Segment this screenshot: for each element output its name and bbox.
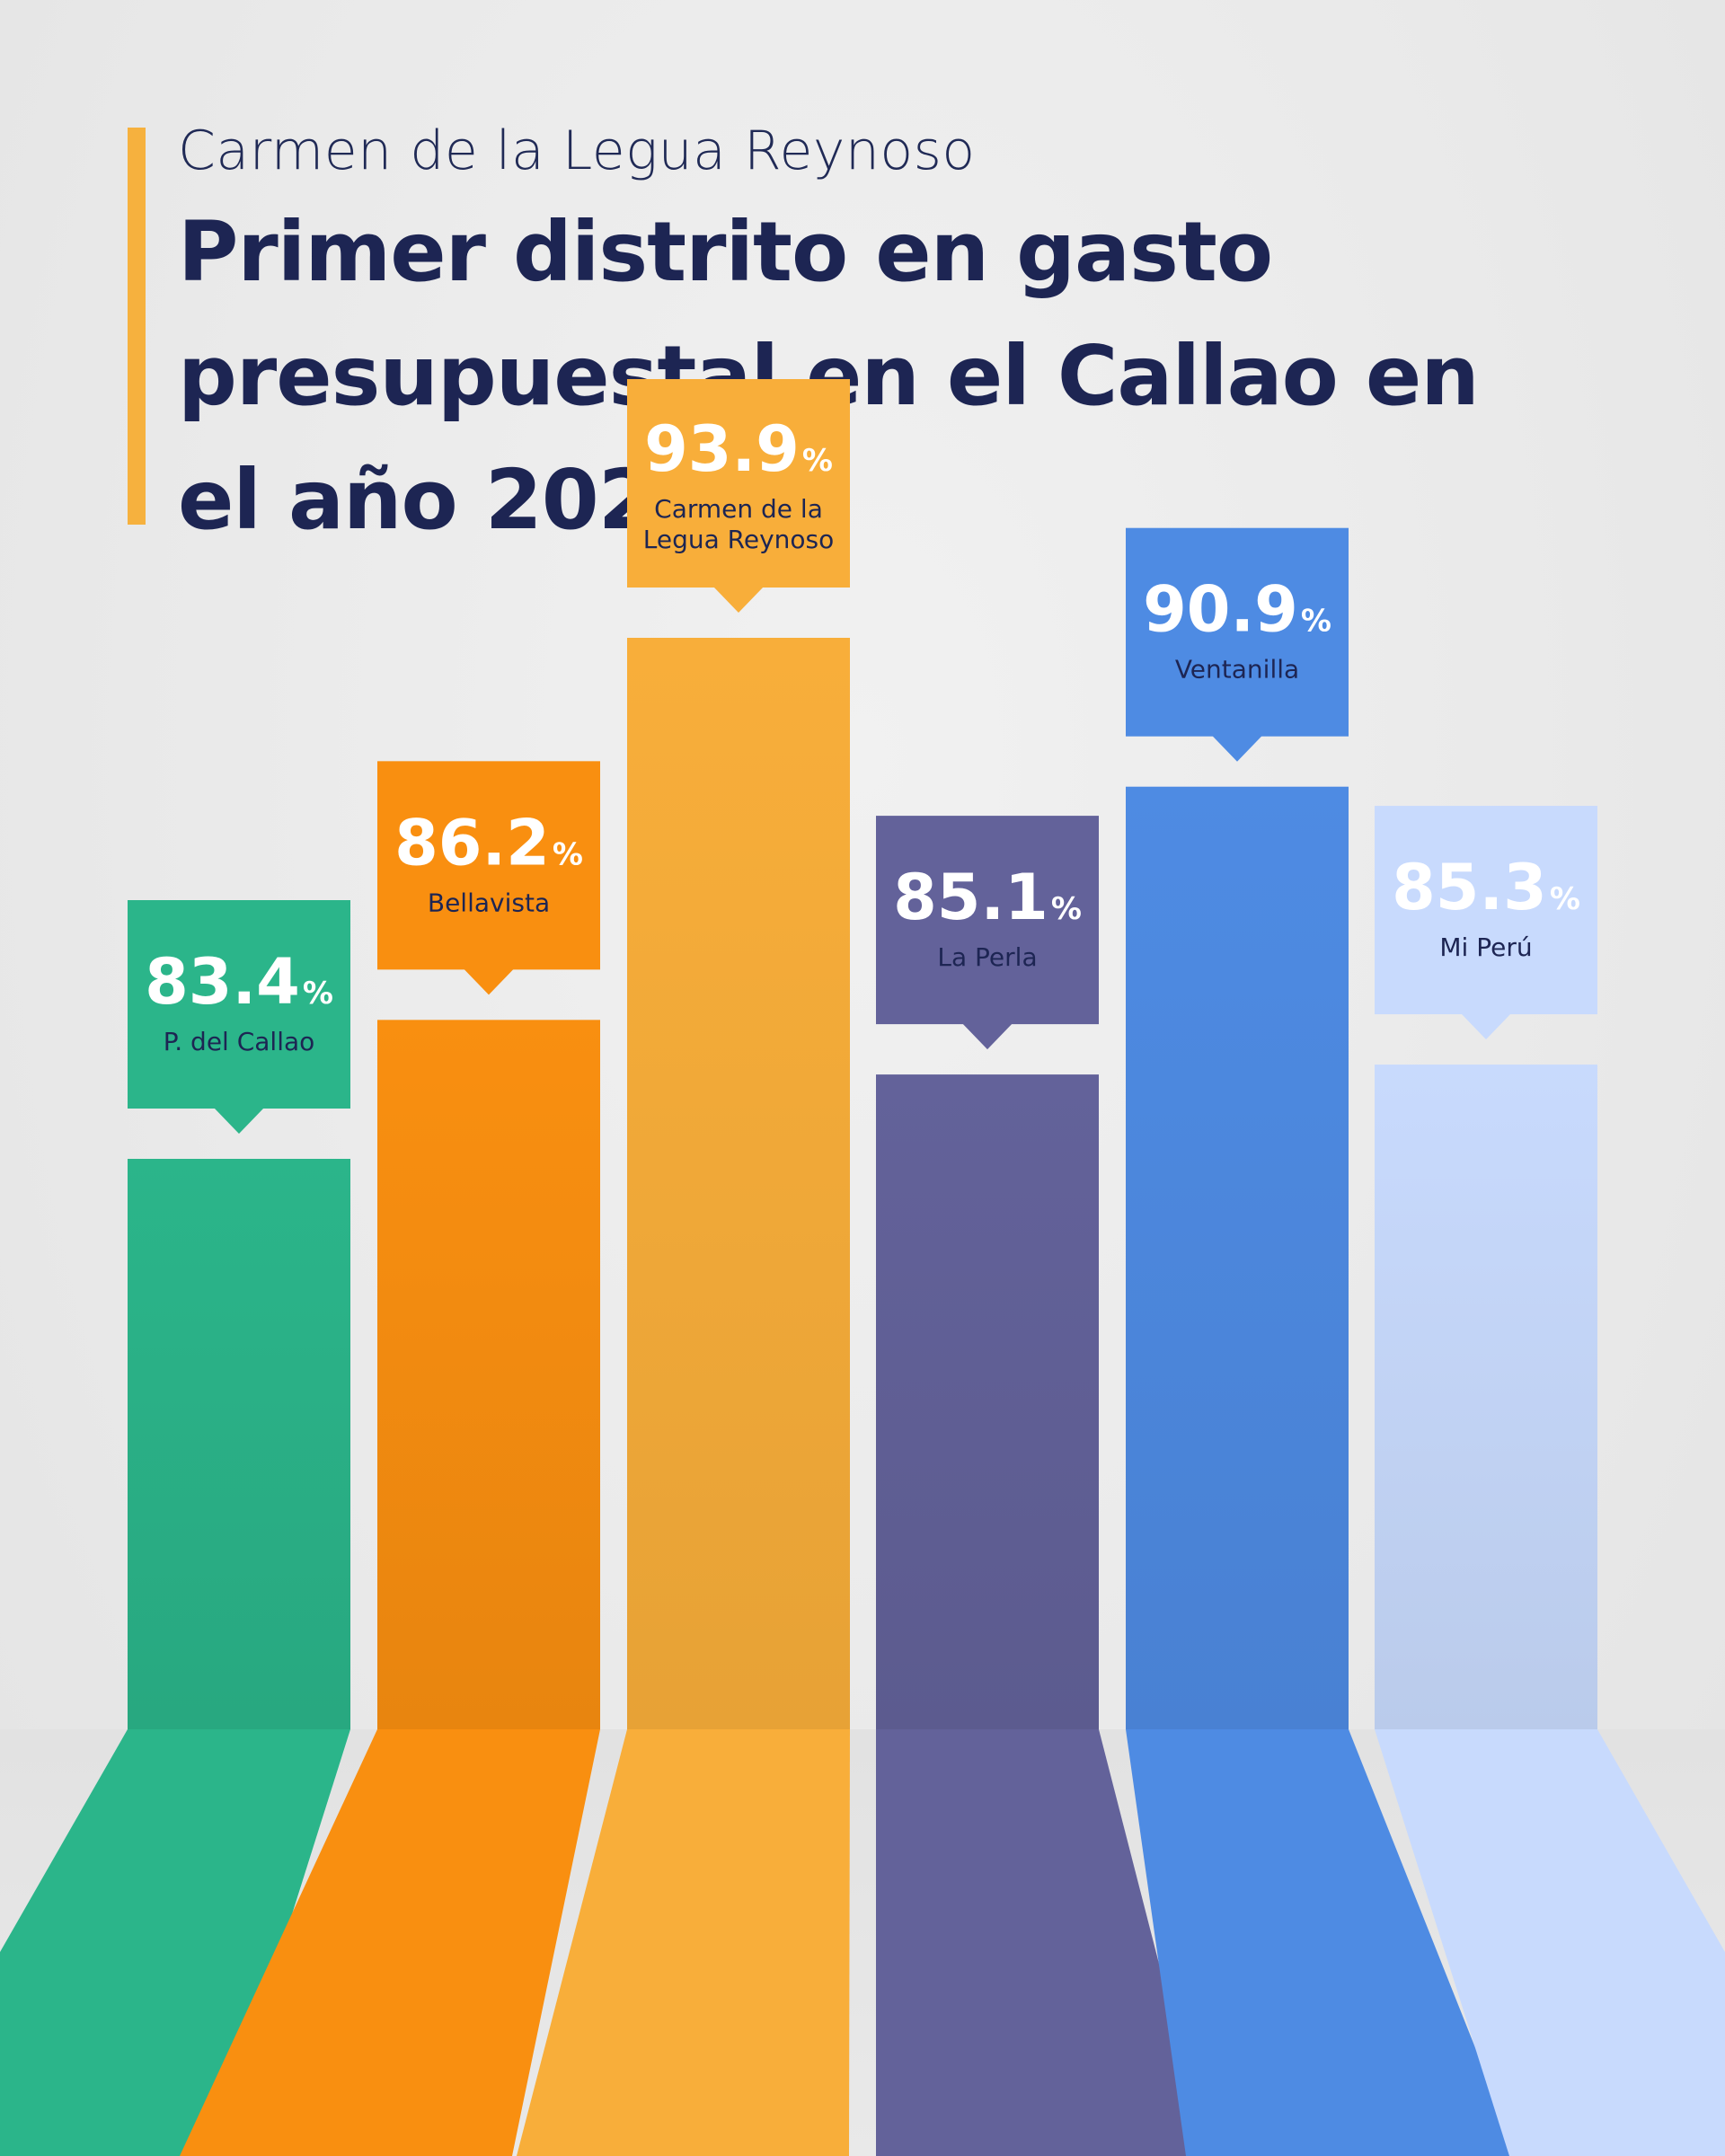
callout-la-perla [876, 816, 1099, 1025]
bar-mi-per- [1375, 1065, 1597, 1729]
callout-pointer-la-perla [962, 1023, 1013, 1050]
value-label-p-del-callao: 83.4% [145, 945, 333, 1019]
bar-floor-strip-la-perla [876, 1729, 1208, 2156]
callout-bellavista [377, 761, 600, 970]
callout-pointer-carmen-de-la-legua-reynoso [713, 587, 764, 613]
category-label-carmen-de-la-legua-reynoso-line-1: Carmen de la [654, 494, 823, 524]
callout-pointer-ventanilla [1212, 735, 1262, 762]
page-subtitle: Carmen de la Legua Reynoso [178, 119, 976, 182]
bar-p-del-callao [128, 1159, 350, 1729]
callout-pointer-bellavista [464, 968, 514, 995]
value-label-bellavista: 86.2% [394, 806, 583, 879]
value-label-ventanilla: 90.9% [1143, 573, 1331, 647]
callout-mi-per- [1375, 806, 1597, 1015]
callout-carmen-de-la-legua-reynoso [627, 379, 850, 588]
callout-pointer-p-del-callao [214, 1108, 264, 1134]
category-label-ventanilla: Ventanilla [1175, 655, 1299, 685]
category-label-p-del-callao: P. del Callao [164, 1027, 315, 1056]
bar-floor-strip-ventanilla [1126, 1729, 1518, 2156]
category-label-carmen-de-la-legua-reynoso-line-2: Legua Reynoso [643, 525, 835, 554]
bar-floor-strip-mi-per- [1375, 1729, 1725, 2156]
bar-floor-strip-p-del-callao [0, 1729, 350, 2156]
value-label-la-perla: 85.1% [893, 861, 1082, 934]
callout-ventanilla [1126, 527, 1349, 737]
callout-pointer-mi-per- [1461, 1013, 1511, 1040]
category-label-bellavista: Bellavista [428, 888, 550, 917]
bar-floor-strip-carmen-de-la-legua-reynoso [517, 1729, 850, 2156]
bar-ventanilla [1126, 786, 1349, 1729]
bar-floor-strip-bellavista [180, 1729, 600, 2156]
bar-la-perla [876, 1074, 1099, 1729]
value-label-carmen-de-la-legua-reynoso: 93.9% [644, 412, 833, 486]
category-label-la-perla: La Perla [937, 942, 1037, 972]
title-accent-bar [128, 128, 146, 525]
callout-p-del-callao [128, 900, 350, 1109]
bar-carmen-de-la-legua-reynoso [627, 638, 850, 1729]
value-label-mi-per-: 85.3% [1392, 851, 1580, 924]
category-label-mi-per-: Mi Perú [1439, 932, 1532, 962]
bar-bellavista [377, 1020, 600, 1729]
